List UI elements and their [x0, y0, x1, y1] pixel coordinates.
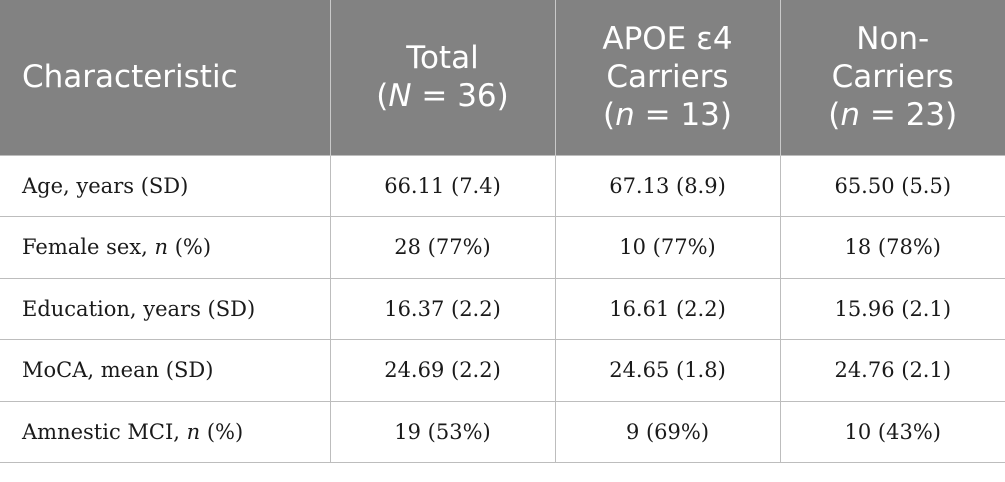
cell-total: 19 (53%) — [330, 401, 556, 463]
header-characteristic: Characteristic — [0, 0, 331, 155]
header-apoe-carriers: APOE ε4 Carriers (n = 13) — [555, 0, 781, 155]
stat-value: = 13) — [634, 97, 732, 134]
label-text: Age, years (SD) — [22, 173, 189, 198]
header-line: Characteristic — [22, 59, 238, 96]
table-row: Amnestic MCI, n (%) 19 (53%) 9 (69%) 10 … — [0, 401, 1005, 463]
header-line: APOE ε4 — [602, 21, 733, 58]
label-text: MoCA, mean (SD) — [22, 358, 214, 383]
header-total: Total (N = 36) — [330, 0, 556, 155]
table-body: Age, years (SD) 66.11 (7.4) 67.13 (8.9) … — [0, 154, 1005, 463]
cell-carriers: 67.13 (8.9) — [555, 154, 781, 217]
table-header: Characteristic Total (N = 36) APOE ε4 Ca… — [0, 0, 1005, 155]
header-row: Characteristic Total (N = 36) APOE ε4 Ca… — [0, 0, 1005, 155]
cell-total: 66.11 (7.4) — [330, 154, 556, 217]
table-row: Age, years (SD) 66.11 (7.4) 67.13 (8.9) … — [0, 154, 1005, 217]
row-label: MoCA, mean (SD) — [0, 339, 331, 402]
row-label: Age, years (SD) — [0, 154, 331, 217]
cell-non-carriers: 24.76 (2.1) — [780, 339, 1005, 402]
header-line: Carriers — [606, 59, 729, 96]
stat-value: = 23) — [860, 97, 958, 134]
header-line: (n = 13) — [603, 97, 732, 134]
label-stat: n — [154, 235, 169, 260]
cell-carriers: 9 (69%) — [555, 401, 781, 463]
cell-non-carriers: 65.50 (5.5) — [780, 154, 1005, 217]
label-text: Education, years (SD) — [22, 296, 256, 321]
row-label: Education, years (SD) — [0, 278, 331, 340]
demographics-table: Characteristic Total (N = 36) APOE ε4 Ca… — [0, 0, 1005, 463]
label-suffix: (%) — [168, 235, 212, 260]
label-text: Amnestic MCI, — [22, 419, 187, 444]
cell-non-carriers: 18 (78%) — [780, 216, 1005, 279]
stat-value: = 36) — [411, 78, 509, 115]
header-line: (n = 23) — [828, 97, 958, 134]
cell-carriers: 24.65 (1.8) — [555, 339, 781, 402]
header-non-carriers: Non- Carriers (n = 23) — [780, 0, 1005, 155]
label-text: Female sex, — [22, 235, 155, 260]
stat-symbol: n — [840, 97, 861, 134]
cell-non-carriers: 15.96 (2.1) — [780, 278, 1005, 340]
stat-symbol: n — [615, 97, 635, 134]
table-row: MoCA, mean (SD) 24.69 (2.2) 24.65 (1.8) … — [0, 339, 1005, 402]
stat-symbol: N — [388, 78, 412, 115]
cell-total: 28 (77%) — [330, 216, 556, 279]
cell-total: 24.69 (2.2) — [330, 339, 556, 402]
header-line: Non- — [856, 21, 930, 58]
cell-carriers: 10 (77%) — [555, 216, 781, 279]
row-label: Female sex, n (%) — [0, 216, 331, 279]
header-line: (N = 36) — [376, 78, 509, 115]
table-row: Education, years (SD) 16.37 (2.2) 16.61 … — [0, 278, 1005, 340]
table-row: Female sex, n (%) 28 (77%) 10 (77%) 18 (… — [0, 216, 1005, 279]
row-label: Amnestic MCI, n (%) — [0, 401, 331, 463]
label-stat: n — [186, 419, 201, 444]
label-suffix: (%) — [200, 419, 244, 444]
cell-total: 16.37 (2.2) — [330, 278, 556, 340]
cell-carriers: 16.61 (2.2) — [555, 278, 781, 340]
header-line: Carriers — [831, 59, 954, 96]
cell-non-carriers: 10 (43%) — [780, 401, 1005, 463]
header-line: Total — [406, 40, 479, 77]
